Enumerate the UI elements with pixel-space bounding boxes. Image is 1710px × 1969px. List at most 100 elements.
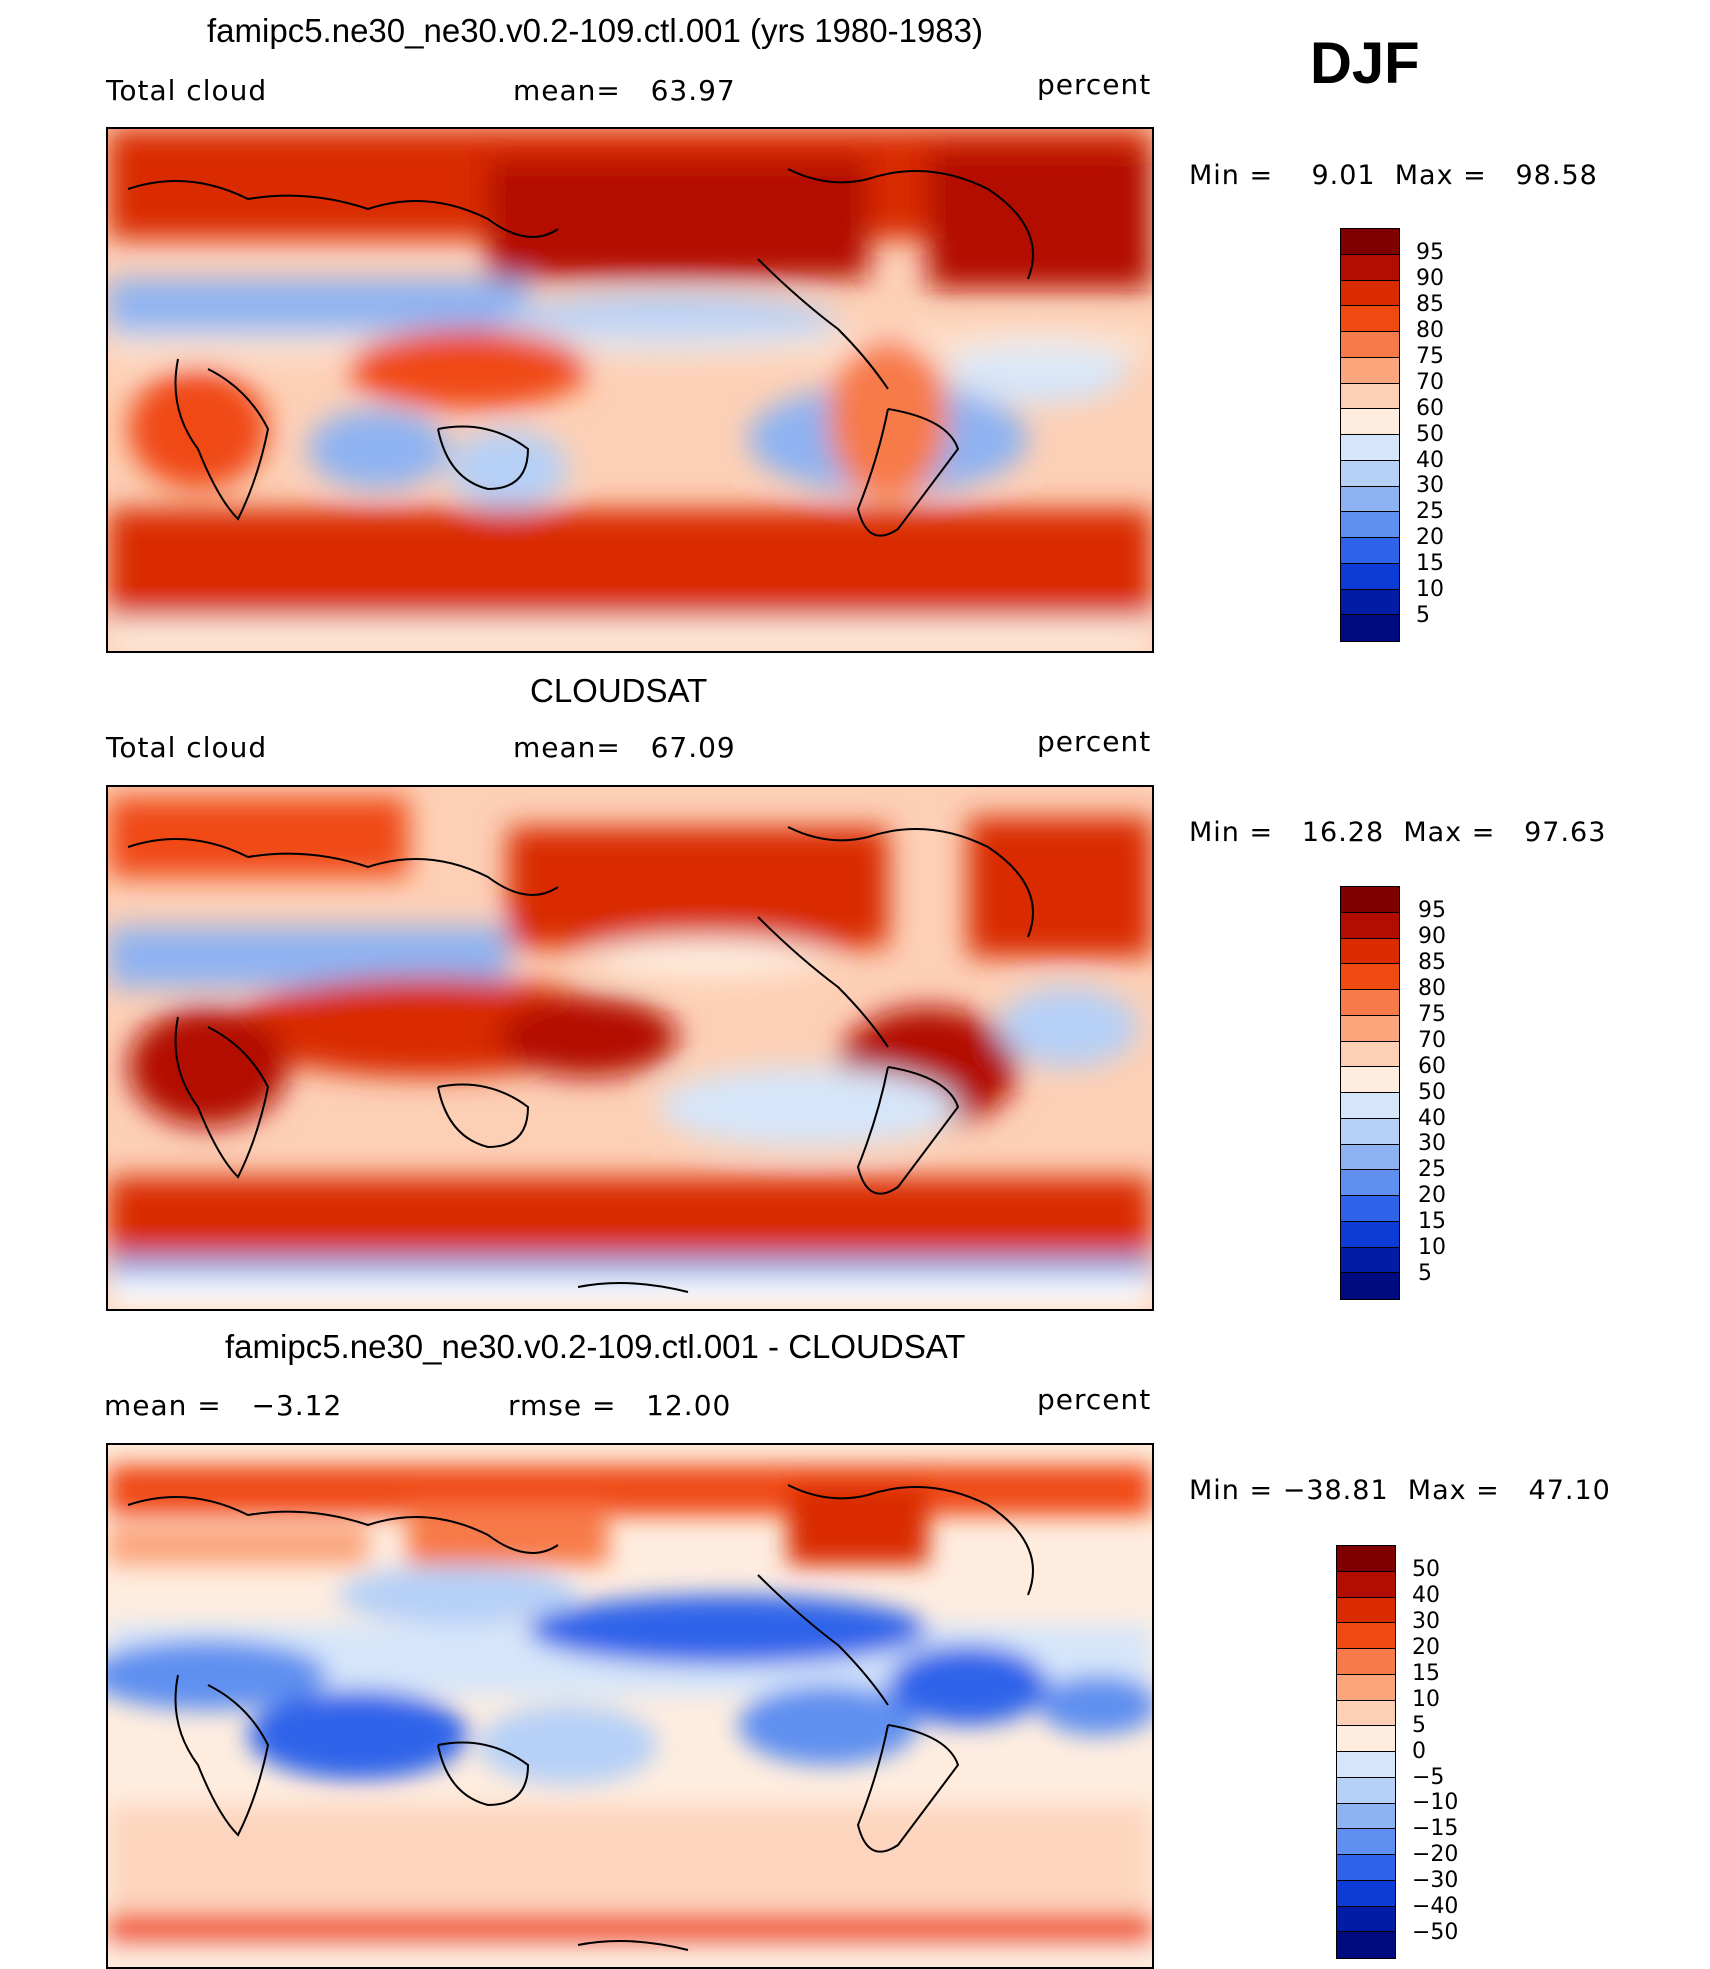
colorbar-tick-label: 95 [1416, 240, 1444, 265]
panel-2-map [106, 785, 1154, 1311]
panel-3-colorbar [1336, 1545, 1396, 1959]
colorbar-segment [1341, 1067, 1399, 1093]
colorbar-segment [1341, 1041, 1399, 1068]
panel-2-units-label: percent [1037, 725, 1152, 758]
colorbar-segment [1341, 1247, 1399, 1274]
colorbar-segment [1341, 964, 1399, 990]
colorbar-segment [1341, 1273, 1399, 1299]
panel-2-coastlines [127, 826, 1034, 1293]
colorbar-segment [1341, 280, 1399, 307]
panel-3-minmax: Min = −38.81 Max = 47.10 [1189, 1475, 1611, 1506]
colorbar-tick-label: 90 [1418, 924, 1446, 949]
colorbar-tick-label: 70 [1418, 1028, 1446, 1053]
panel-2-contour-field [108, 797, 1152, 1309]
colorbar-tick-label: 25 [1418, 1157, 1446, 1182]
colorbar-segment [1341, 563, 1399, 590]
colorbar-tick-label: 30 [1412, 1609, 1440, 1634]
colorbar-tick-label: 20 [1416, 525, 1444, 550]
colorbar-tick-label: 70 [1416, 370, 1444, 395]
colorbar-tick-label: 10 [1418, 1235, 1446, 1260]
panel-1-mean-label: mean= 63.97 [513, 74, 736, 107]
colorbar-segment [1337, 1803, 1395, 1830]
panel-3-rmse-label: rmse = 12.00 [508, 1389, 732, 1422]
panel-3-map [106, 1443, 1154, 1969]
colorbar-segment [1337, 1829, 1395, 1855]
colorbar-tick-label: 10 [1416, 577, 1444, 602]
colorbar-segment [1341, 938, 1399, 965]
panel-1-coastlines [127, 168, 1034, 537]
colorbar-segment [1341, 615, 1399, 641]
panel-3-mean-label: mean = −3.12 [104, 1389, 343, 1422]
panel-2-variable-label: Total cloud [106, 731, 268, 764]
colorbar-segment [1337, 1932, 1395, 1958]
colorbar-tick-label: 15 [1412, 1661, 1440, 1686]
colorbar-segment [1341, 1170, 1399, 1196]
panel-2-minmax: Min = 16.28 Max = 97.63 [1189, 817, 1607, 848]
season-label: DJF [1310, 31, 1420, 96]
colorbar-segment [1341, 409, 1399, 435]
colorbar-segment [1341, 460, 1399, 487]
colorbar-tick-label: −40 [1412, 1894, 1459, 1919]
colorbar-tick-label: 20 [1418, 1183, 1446, 1208]
colorbar-tick-label: −5 [1412, 1765, 1445, 1790]
colorbar-tick-label: −15 [1412, 1816, 1459, 1841]
colorbar-tick-label: 15 [1418, 1209, 1446, 1234]
colorbar-segment [1341, 435, 1399, 461]
colorbar-segment [1341, 1118, 1399, 1145]
colorbar-tick-label: −20 [1412, 1842, 1459, 1867]
panel-1-map [106, 127, 1154, 653]
colorbar-segment [1337, 1546, 1395, 1572]
colorbar-segment [1337, 1674, 1395, 1701]
panel-3-contour-field [108, 1465, 1152, 1965]
colorbar-segment [1341, 912, 1399, 939]
colorbar-tick-label: 85 [1418, 950, 1446, 975]
colorbar-tick-label: −50 [1412, 1920, 1459, 1945]
panel-2-title: CLOUDSAT [530, 672, 708, 709]
colorbar-tick-label: 90 [1416, 266, 1444, 291]
colorbar-tick-label: −30 [1412, 1868, 1459, 1893]
colorbar-segment [1341, 1221, 1399, 1248]
colorbar-tick-label: 40 [1412, 1583, 1440, 1608]
colorbar-tick-label: 60 [1418, 1054, 1446, 1079]
colorbar-segment [1337, 1649, 1395, 1675]
colorbar-tick-label: 25 [1416, 499, 1444, 524]
colorbar-tick-label: 80 [1416, 318, 1444, 343]
panel-1-minmax: Min = 9.01 Max = 98.58 [1189, 160, 1598, 191]
colorbar-tick-label: 80 [1418, 976, 1446, 1001]
colorbar-tick-label: 10 [1412, 1687, 1440, 1712]
colorbar-segment [1341, 1196, 1399, 1222]
colorbar-segment [1341, 254, 1399, 281]
colorbar-segment [1337, 1726, 1395, 1752]
colorbar-segment [1341, 1015, 1399, 1042]
colorbar-segment [1341, 383, 1399, 410]
colorbar-tick-label: 20 [1412, 1635, 1440, 1660]
colorbar-tick-label: 75 [1416, 344, 1444, 369]
colorbar-segment [1341, 887, 1399, 913]
colorbar-segment [1341, 990, 1399, 1016]
colorbar-segment [1341, 1144, 1399, 1171]
panel-1-colorbar [1340, 228, 1400, 642]
colorbar-segment [1337, 1777, 1395, 1804]
colorbar-segment [1337, 1906, 1395, 1933]
panel-1-variable-label: Total cloud [106, 74, 268, 107]
colorbar-segment [1341, 332, 1399, 358]
colorbar-tick-label: 75 [1418, 1002, 1446, 1027]
colorbar-tick-label: 50 [1418, 1080, 1446, 1105]
colorbar-segment [1341, 486, 1399, 513]
colorbar-tick-label: 50 [1412, 1557, 1440, 1582]
colorbar-tick-label: 5 [1418, 1261, 1432, 1286]
colorbar-segment [1337, 1752, 1395, 1778]
colorbar-tick-label: 30 [1416, 473, 1444, 498]
panel-3-title: famipc5.ne30_ne30.v0.2-109.ctl.001 - CLO… [225, 1328, 966, 1365]
colorbar-segment [1337, 1855, 1395, 1881]
colorbar-tick-label: 60 [1416, 396, 1444, 421]
panel-2-colorbar [1340, 886, 1400, 1300]
colorbar-segment [1337, 1597, 1395, 1624]
colorbar-segment [1337, 1880, 1395, 1907]
colorbar-tick-label: 40 [1416, 448, 1444, 473]
colorbar-segment [1337, 1700, 1395, 1727]
colorbar-tick-label: −10 [1412, 1790, 1459, 1815]
colorbar-segment [1341, 589, 1399, 616]
panel-1-units-label: percent [1037, 68, 1152, 101]
colorbar-tick-label: 50 [1416, 422, 1444, 447]
